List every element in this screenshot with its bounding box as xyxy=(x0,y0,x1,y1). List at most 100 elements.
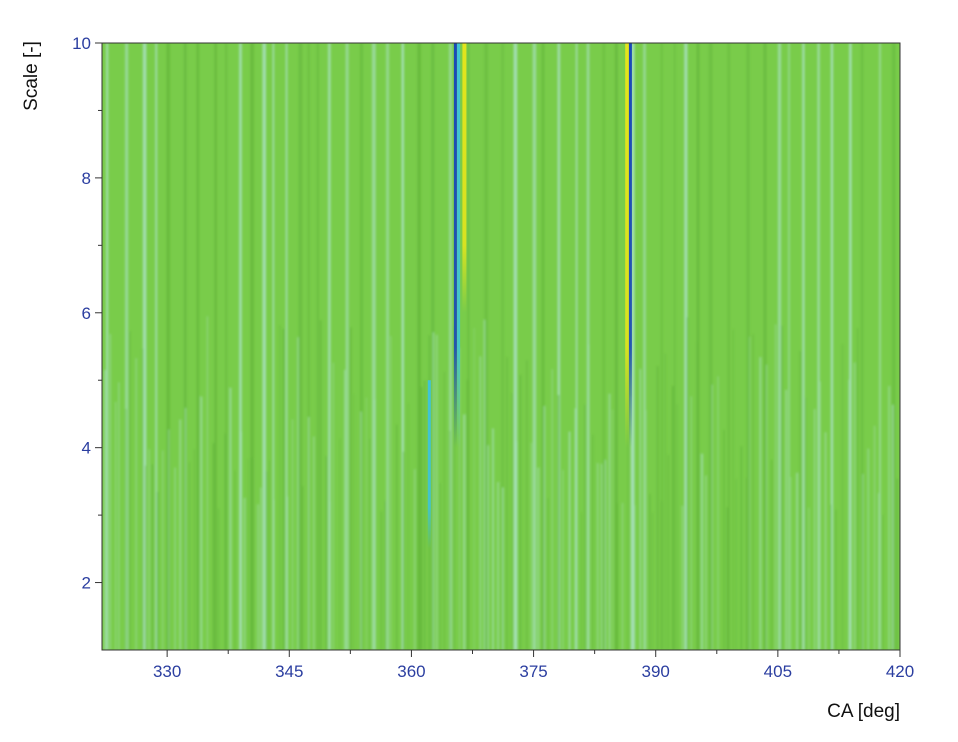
heatmap-stripe xyxy=(763,43,767,650)
heatmap-stripe xyxy=(492,428,494,650)
heatmap-stripe xyxy=(705,475,707,650)
heatmap-stripe xyxy=(891,404,894,650)
heatmap-stripe xyxy=(448,43,453,650)
heatmap-stripe xyxy=(799,351,802,650)
heatmap-stripe xyxy=(487,445,489,650)
heatmap-stripe xyxy=(214,43,217,650)
heatmap-stripe xyxy=(239,43,242,650)
heatmap-stripe xyxy=(551,369,553,650)
axes: 330 345 360 375 390 405 420 2 4 6 8 10 xyxy=(72,34,914,681)
heatmap-stripe xyxy=(745,478,747,650)
heatmap-stripe xyxy=(307,43,310,650)
heatmap-stripe xyxy=(574,408,577,650)
heatmap-stripe xyxy=(319,320,322,650)
heatmap-stripe xyxy=(339,438,341,650)
heatmap-stripe xyxy=(151,464,154,650)
heatmap-stripe xyxy=(681,505,684,650)
heatmap-stripe xyxy=(896,478,899,650)
heatmap-stripe xyxy=(414,469,416,650)
heatmap-stripe xyxy=(775,324,777,650)
heatmap-stripe xyxy=(497,482,500,650)
heatmap-stripe xyxy=(353,393,355,650)
heatmap-stripe xyxy=(749,336,751,650)
heatmap-stripe xyxy=(732,329,734,650)
heatmap-stripe xyxy=(285,43,288,650)
heatmap-stripe xyxy=(366,397,367,650)
heatmap-stripe xyxy=(796,472,799,650)
heatmap-stripe xyxy=(298,43,303,650)
heatmap-stripe xyxy=(857,328,859,650)
x-axis-title: CA [deg] xyxy=(827,701,900,722)
heatmap-stripe xyxy=(841,344,844,650)
heatmap-stripe xyxy=(634,505,636,650)
heatmap-stripe xyxy=(125,408,127,650)
heatmap-stripe xyxy=(543,406,546,650)
heatmap-stripe xyxy=(145,465,147,650)
heatmap-stripe xyxy=(449,430,451,650)
heatmap-stripe xyxy=(612,409,613,650)
heatmap-stripe xyxy=(316,43,319,650)
heatmap-stripe xyxy=(802,43,805,650)
heatmap-stripe xyxy=(780,325,783,650)
heatmap-stripe xyxy=(759,357,762,650)
heatmap-stripe xyxy=(301,486,304,650)
heatmap-stripe xyxy=(168,429,170,650)
heatmap-stripe xyxy=(212,443,215,650)
heatmap-stripe xyxy=(247,459,249,650)
heatmap-stripe xyxy=(260,487,262,650)
heatmap-stripe xyxy=(600,463,603,650)
heatmap-stripe xyxy=(672,385,674,650)
heatmap-stripe xyxy=(380,511,382,650)
heatmap-stripe xyxy=(286,496,289,650)
heatmap-stripe xyxy=(166,43,170,650)
heatmap-stripe xyxy=(417,43,421,650)
heatmap-stripe xyxy=(156,491,159,650)
heatmap-stripe xyxy=(848,379,850,650)
heatmap-stripe xyxy=(867,448,869,650)
heatmap-stripe xyxy=(765,364,768,650)
heatmap-stripe xyxy=(805,397,807,650)
heatmap-stripe xyxy=(125,43,129,650)
heatmap-stripe xyxy=(646,410,647,650)
heatmap-stripe xyxy=(435,334,438,650)
heatmap-stripe xyxy=(473,328,475,650)
heatmap-stripe xyxy=(660,501,663,650)
heatmap-stripe xyxy=(118,382,120,650)
heatmap-feature-2 xyxy=(625,43,632,448)
heatmap-stripe xyxy=(790,477,792,650)
heatmap-stripe xyxy=(273,499,275,650)
heatmap-stripe xyxy=(484,43,488,650)
heatmap-stripe xyxy=(673,43,676,650)
heatmap-stripe xyxy=(808,507,810,650)
x-tick-label: 330 xyxy=(153,662,181,681)
heatmap-stripe xyxy=(325,456,327,650)
heatmap-stripe xyxy=(115,401,117,650)
heatmap-stripe xyxy=(297,337,299,650)
y-tick-label: 4 xyxy=(82,439,91,458)
heatmap-stripe xyxy=(526,360,528,650)
heatmap-stripe xyxy=(708,43,713,650)
heatmap-stripe xyxy=(824,432,827,650)
heatmap-stripe xyxy=(240,431,243,650)
heatmap-stripe xyxy=(602,43,605,650)
heatmap-stripe xyxy=(891,43,896,650)
heatmap-stripe xyxy=(183,43,187,650)
heatmap-stripe xyxy=(328,43,331,650)
heatmap-stripe xyxy=(676,404,678,650)
heatmap-stripe xyxy=(621,502,624,650)
heatmap-stripe xyxy=(278,325,281,650)
heatmap-stripe xyxy=(562,469,564,650)
heatmap-stripe xyxy=(401,43,404,650)
heatmap-stripe xyxy=(835,509,837,650)
heatmap-stripe xyxy=(813,409,816,650)
plot-frame xyxy=(101,42,901,651)
heatmap-stripe xyxy=(513,43,518,650)
heatmap-stripe xyxy=(135,358,137,650)
heatmap-stripe xyxy=(250,43,254,650)
heatmap-stripe xyxy=(148,449,150,650)
heatmap-stripe xyxy=(788,43,790,650)
heatmap-stripe xyxy=(661,43,663,650)
heatmap-stripe xyxy=(390,336,392,650)
x-tick-label: 375 xyxy=(519,662,547,681)
heatmap-stripe xyxy=(402,451,405,650)
